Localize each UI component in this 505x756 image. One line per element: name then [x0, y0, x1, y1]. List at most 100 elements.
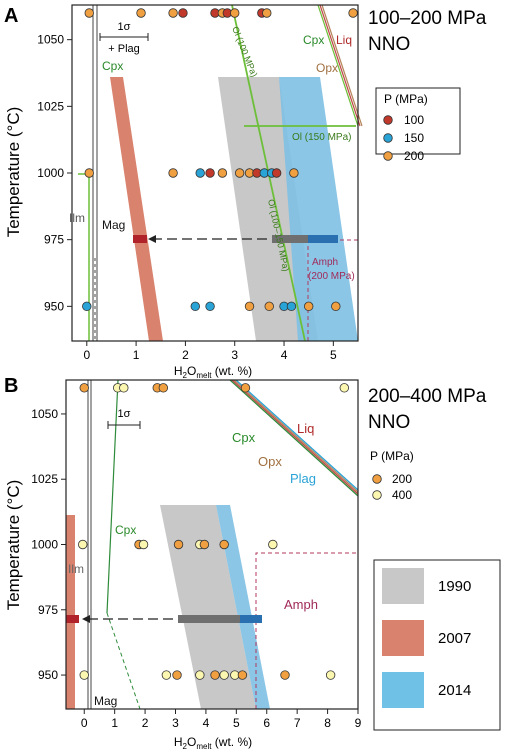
data-point — [230, 8, 240, 18]
ol100-label-a: Ol (100 MPa) — [230, 25, 259, 78]
x-tick-label: 1 — [111, 716, 118, 730]
x-tick-label: 7 — [294, 716, 301, 730]
legend-marker — [383, 115, 393, 125]
subtitle-b: NNO — [368, 412, 410, 433]
data-point — [138, 539, 149, 550]
legend-label: 100 — [404, 113, 424, 127]
data-point — [339, 383, 350, 393]
data-point — [289, 168, 299, 178]
legend-label: 150 — [404, 131, 424, 145]
data-point — [172, 670, 182, 680]
field-2007-a — [110, 77, 163, 341]
liq-label-a: Liq — [336, 33, 352, 47]
sigma-label-a: 1σ — [118, 21, 131, 33]
data-point — [136, 8, 146, 18]
amph-line-b — [255, 552, 358, 709]
x-tick-label: 9 — [355, 716, 362, 730]
data-point — [190, 301, 200, 312]
amph-label-b: Amph — [284, 597, 318, 612]
data-point — [195, 670, 205, 680]
data-point — [268, 539, 278, 550]
x-tick-label: 1 — [133, 348, 140, 362]
sigma-sublabel-a: + Plag — [108, 43, 140, 55]
data-point — [79, 383, 89, 393]
data-point — [331, 301, 341, 312]
liq-boundary-a — [319, 4, 361, 127]
data-point — [168, 8, 178, 18]
x-tick-label: 0 — [83, 348, 90, 362]
points-a — [82, 8, 358, 312]
y-tick-label: 1000 — [37, 166, 64, 180]
data-point — [219, 670, 229, 680]
mag-label-a: Mag — [102, 218, 125, 232]
arrow-head-b — [82, 615, 90, 623]
data-point — [264, 301, 274, 312]
data-point — [199, 539, 210, 550]
legend-title-a: P (MPa) — [384, 92, 428, 106]
y-tick-label: 975 — [38, 603, 58, 617]
data-point — [325, 670, 336, 680]
panel-b: B 1σ Ilm Mag Cpx Cpx Liq Op — [4, 375, 501, 751]
x-tick-label: 8 — [324, 716, 331, 730]
cpx-label-left-b: Cpx — [115, 523, 136, 537]
x-tick-label: 2 — [142, 716, 149, 730]
amph-label-a: Amph — [312, 257, 338, 268]
bar-1990-b — [178, 615, 240, 623]
plag-boundary-b — [235, 379, 359, 491]
data-point — [195, 168, 205, 178]
legend-marker — [383, 151, 393, 161]
data-point — [161, 670, 172, 680]
data-point — [210, 670, 220, 680]
legend-marker — [372, 474, 382, 484]
cpx-label-right-b: Cpx — [232, 430, 256, 445]
liq-boundary-b — [231, 379, 359, 495]
opx-label-b: Opx — [258, 454, 282, 469]
cpx-boundary-b — [229, 379, 359, 497]
xlabel-b: H2Omelt (wt. %) — [174, 735, 252, 751]
study-legend-swatch — [382, 620, 424, 656]
ilm-label-b: Ilm — [68, 562, 84, 576]
cpx-dash-b — [106, 612, 141, 710]
cpx-line-a — [78, 173, 90, 341]
field-1990-b — [160, 505, 256, 709]
y-tick-label: 1025 — [31, 472, 58, 486]
opx-boundary-b — [233, 379, 359, 493]
sigma-label-b: 1σ — [118, 408, 131, 420]
data-point — [303, 301, 314, 312]
legend-label: 200 — [392, 472, 412, 486]
cpx-line-b — [106, 379, 119, 614]
ylabel-b: Temperature (°C) — [4, 480, 23, 611]
legend-label: 200 — [404, 149, 424, 163]
study-legend-label: 2014 — [438, 682, 471, 699]
bar-2014-a — [308, 235, 338, 243]
opx-label-a: Opx — [316, 61, 338, 75]
study-legend-swatch — [382, 568, 424, 604]
x-tick-label: 4 — [203, 716, 210, 730]
x-tick-label: 5 — [233, 716, 240, 730]
legend-items-a: 100 150 200 — [383, 113, 424, 163]
study-legend-items: 1990 2007 2014 — [382, 568, 471, 708]
points-b — [78, 383, 350, 680]
y-tick-label: 1050 — [37, 33, 64, 47]
study-legend-swatch — [382, 672, 424, 708]
data-point — [82, 301, 92, 312]
y-tick-label: 1000 — [31, 538, 58, 552]
field-2007-b-upper — [66, 515, 75, 620]
plag-label-b: Plag — [290, 471, 316, 486]
data-point — [234, 168, 245, 178]
data-point — [205, 168, 215, 178]
arrow-head-a — [148, 235, 156, 243]
data-point — [158, 383, 169, 393]
x-tick-label: 3 — [231, 348, 238, 362]
amph-sublabel-a: (200 MPa) — [308, 271, 355, 282]
y-tick-label: 950 — [38, 668, 58, 682]
data-point — [205, 301, 215, 312]
cpx-label-left-a: Cpx — [102, 59, 123, 73]
ol150-label-a: Ol (150 MPa) — [292, 132, 351, 143]
data-point — [237, 670, 248, 680]
x-tick-label: 4 — [281, 348, 288, 362]
data-point — [78, 539, 88, 550]
data-point — [262, 8, 272, 18]
data-point — [84, 168, 94, 178]
data-point — [79, 670, 89, 680]
